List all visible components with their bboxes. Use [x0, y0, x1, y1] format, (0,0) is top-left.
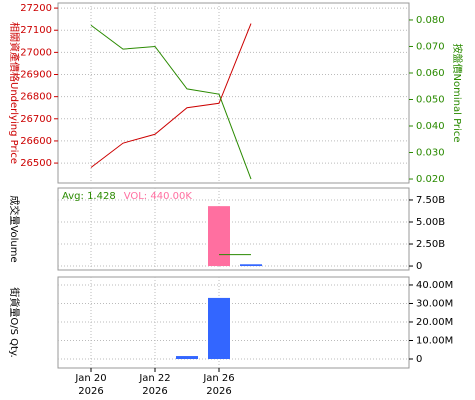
- x-tick-label: Jan 20: [74, 373, 106, 384]
- y-tick-label: 0: [416, 261, 422, 272]
- y2-tick-label: 0.030: [416, 148, 445, 159]
- panel-frame: [57, 2, 410, 184]
- y2-tick-label: 0.060: [416, 68, 445, 79]
- y2-tick-label: 0.040: [416, 121, 445, 132]
- bar: [208, 297, 230, 360]
- y-tick-label: 7.50B: [416, 195, 445, 206]
- panel-frame: [57, 187, 410, 271]
- y-tick-label: 26700: [20, 114, 52, 125]
- y-tick-label: 10.00M: [416, 335, 453, 346]
- y-tick-label: 40.00M: [416, 280, 453, 291]
- y-axis-title: 相關資產價格Underlying Price: [8, 22, 21, 164]
- y2-tick-label: 0.050: [416, 94, 445, 105]
- y-tick-label: 2.50B: [416, 239, 445, 250]
- x-tick-label: Jan 22: [138, 373, 170, 384]
- y-tick-label: 26900: [20, 70, 52, 81]
- x-tick-year: 2026: [78, 386, 103, 397]
- y-tick-label: 0: [416, 354, 422, 365]
- y-tick-label: 5.00B: [416, 217, 445, 228]
- y2-tick-label: 0.070: [416, 41, 445, 52]
- y-tick-label: 30.00M: [416, 298, 453, 309]
- x-tick-year: 2026: [142, 386, 167, 397]
- y2-tick-label: 0.080: [416, 15, 445, 26]
- bar: [240, 264, 262, 267]
- y2-tick-label: 0.020: [416, 174, 445, 185]
- legend-entry: Avg: 1.428: [62, 191, 116, 202]
- x-tick-year: 2026: [206, 386, 231, 397]
- y-tick-label: 26500: [20, 158, 52, 169]
- bar: [208, 206, 230, 267]
- y-axis-title: 成交量Volume: [8, 195, 21, 262]
- y-tick-label: 27100: [20, 25, 52, 36]
- y-axis-title: 街貨量O/S Qty.: [8, 287, 21, 357]
- bar: [176, 356, 198, 360]
- y2-axis-title: 按盤價Nominal Price: [451, 44, 464, 143]
- panel-frame: [57, 276, 410, 369]
- y-tick-label: 27000: [20, 47, 52, 58]
- series-line: [90, 24, 252, 180]
- y-tick-label: 27200: [20, 3, 52, 14]
- x-tick-label: Jan 26: [202, 373, 234, 384]
- y-tick-label: 20.00M: [416, 317, 453, 328]
- y-tick-label: 26600: [20, 136, 52, 147]
- y-tick-label: 26800: [20, 92, 52, 103]
- series-line: [90, 23, 252, 168]
- legend-entry: VOL: 440.00K: [124, 191, 193, 202]
